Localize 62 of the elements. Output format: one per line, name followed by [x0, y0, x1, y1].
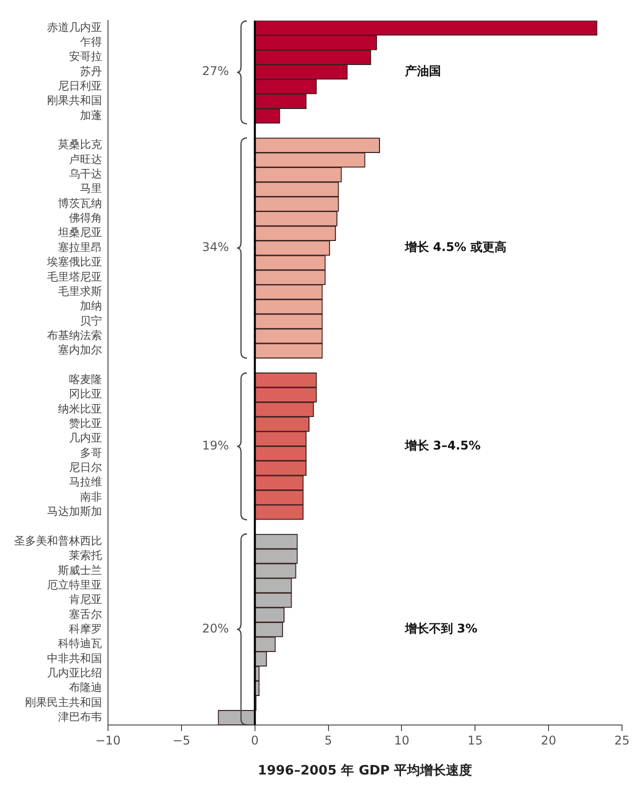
y-tick-label: 肯尼亚 [69, 593, 102, 606]
x-tick-label: 0 [251, 733, 259, 748]
x-axis-title: 1996–2005 年 GDP 平均增长速度 [258, 762, 472, 779]
annotation: 19% [202, 438, 229, 452]
y-tick-label: 多哥 [80, 446, 102, 460]
y-tick-label: 塞内加尔 [58, 344, 102, 357]
y-tick-label: 马里 [80, 182, 102, 196]
y-tick-label: 几内亚比绍 [47, 666, 102, 680]
y-tick-label: 中非共和国 [47, 652, 102, 665]
y-tick-label: 博茨瓦纳 [58, 196, 102, 210]
y-tick-label: 苏丹 [80, 64, 102, 78]
y-tick-label: 加蓬 [80, 108, 102, 122]
y-tick-label: 几内亚 [69, 432, 102, 445]
x-tick-label: 25 [614, 733, 630, 748]
x-tick-label: 10 [394, 733, 410, 748]
y-tick-label: 尼日尔 [69, 461, 102, 474]
y-tick-label: 圣多美和普林西比 [14, 534, 102, 548]
y-tick-label: 津巴布韦 [58, 710, 102, 724]
y-tick-label: 科特迪瓦 [58, 637, 102, 650]
y-tick-label: 马拉维 [69, 476, 102, 489]
y-tick-label: 厄立特里亚 [47, 578, 102, 592]
y-tick-label: 冈比亚 [69, 388, 102, 401]
y-tick-label: 赤道几内亚 [47, 20, 102, 34]
y-tick-label: 马达加斯加 [47, 505, 102, 518]
y-tick-label: 莫桑比克 [58, 138, 102, 152]
text: 增长 3–4.5% [404, 438, 481, 452]
y-tick-label: 莱索托 [69, 549, 102, 562]
y-tick-label: 乌干达 [69, 168, 102, 181]
y-tick-label: 纳米比亚 [58, 402, 102, 416]
y-tick-label: 加纳 [80, 300, 102, 313]
y-tick-label: 毛里求斯 [58, 284, 102, 298]
x-tick-label: −5 [172, 733, 190, 748]
y-tick-label: 贝宁 [80, 314, 102, 328]
y-tick-label: 卢旺达 [69, 152, 102, 166]
y-tick-label: 塞拉里昂 [58, 240, 102, 254]
y-tick-label: 南非 [80, 490, 102, 504]
text: 增长不到 3% [404, 622, 478, 636]
y-tick-label: 坦桑尼亚 [57, 226, 102, 240]
y-tick-label: 布基纳法索 [47, 328, 102, 342]
y-tick-label: 刚果共和国 [47, 94, 102, 108]
y-tick-label: 科摩罗 [69, 622, 102, 636]
x-tick-label: −10 [95, 733, 121, 748]
y-tick-label: 佛得角 [69, 212, 102, 225]
y-tick-label: 布隆迪 [69, 681, 102, 694]
y-tick-label: 尼日利亚 [58, 79, 102, 92]
y-tick-label: 喀麦隆 [69, 372, 102, 386]
text: 产油国 [404, 64, 441, 78]
y-tick-label: 安哥拉 [69, 50, 102, 64]
x-tick-label: 15 [468, 733, 483, 748]
y-tick-label: 刚果民主共和国 [25, 696, 102, 709]
y-tick-label: 塞舌尔 [69, 608, 102, 621]
y-tick-label: 乍得 [80, 35, 102, 48]
text: 增长 4.5% 或更高 [404, 240, 506, 254]
y-tick-label: 毛里塔尼亚 [47, 270, 102, 284]
y-tick-label: 赞比亚 [69, 417, 102, 430]
y-tick-label: 埃塞俄比亚 [46, 256, 102, 269]
annotation: 20% [202, 622, 229, 636]
x-tick-label: 5 [324, 733, 332, 748]
x-tick-label: 20 [540, 733, 556, 748]
annotation: 34% [202, 240, 229, 254]
annotation: 27% [202, 64, 229, 78]
y-tick-label: 斯威士兰 [58, 564, 102, 577]
